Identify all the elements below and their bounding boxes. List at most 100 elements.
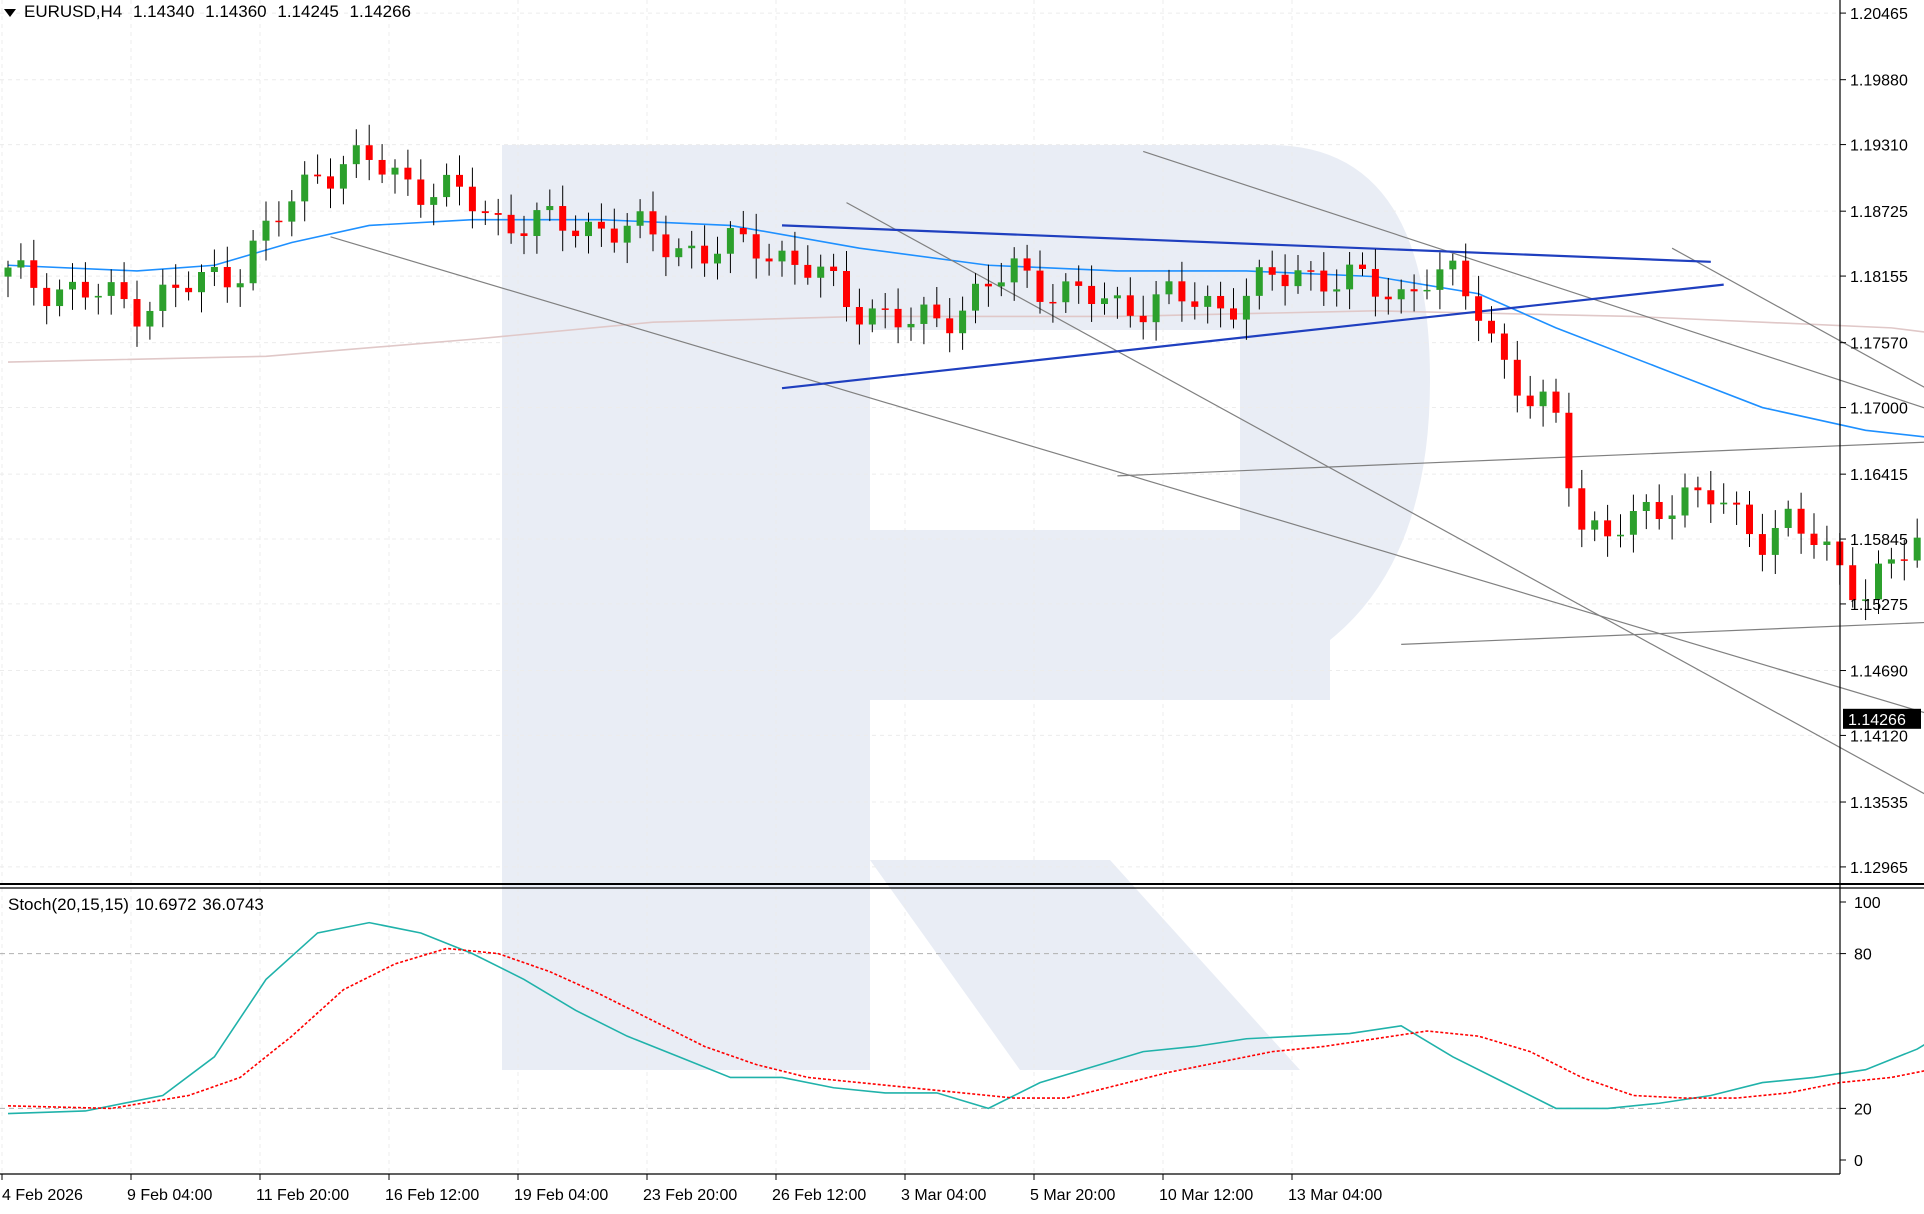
bull-candle [714, 253, 721, 264]
watermark-r-leg [870, 860, 1300, 1070]
bull-candle [94, 295, 102, 298]
bull-candle [1062, 281, 1070, 303]
bear-candle [1371, 268, 1379, 297]
time-tick-label: 4 Feb 2026 [2, 1187, 83, 1204]
watermark-logo [502, 145, 1430, 1070]
bull-candle [210, 266, 218, 273]
stoch-tick-label: 100 [1854, 895, 1881, 912]
trendline [1401, 621, 1924, 645]
low-value: 1.14245 [277, 2, 339, 21]
bear-candle [30, 260, 38, 288]
trendline [1671, 247, 1924, 388]
bear-candle [1578, 488, 1586, 530]
bull-candle [1449, 260, 1457, 270]
close-value: 1.14266 [349, 2, 411, 21]
bear-candle [185, 287, 193, 293]
bear-candle [327, 176, 334, 189]
bear-candle [1359, 264, 1366, 269]
bear-candle [378, 159, 386, 175]
bear-candle [1268, 267, 1276, 275]
bear-candle [1488, 320, 1495, 334]
bull-candle [198, 272, 205, 293]
dropdown-triangle-icon[interactable] [4, 8, 16, 17]
bear-candle [1707, 490, 1715, 505]
time-tick-label: 16 Feb 12:00 [385, 1187, 479, 1204]
bear-candle [1075, 281, 1083, 286]
price-tick-label: 1.16415 [1850, 467, 1908, 484]
bull-candle [288, 201, 296, 222]
bull-candle [997, 282, 1005, 287]
bull-candle [56, 289, 64, 307]
bear-candle [172, 284, 180, 288]
bull-candle [1862, 599, 1870, 601]
price-tick-label: 1.17000 [1850, 401, 1908, 418]
symbol-label: EURUSD,H4 [24, 2, 123, 21]
price-tick-label: 1.19880 [1850, 73, 1908, 90]
bull-candle [546, 206, 554, 211]
time-tick-label: 26 Feb 12:00 [772, 1187, 866, 1204]
price-tick-label: 1.18725 [1850, 204, 1908, 221]
current-price-label: 1.14266 [1848, 712, 1906, 729]
bull-candle [430, 197, 438, 205]
price-tick-label: 1.14120 [1850, 728, 1908, 745]
price-tick-label: 1.18155 [1850, 269, 1908, 286]
bear-candle [404, 167, 412, 180]
bear-candle [830, 266, 838, 271]
price-tick-label: 1.19310 [1850, 138, 1908, 155]
bull-candle [868, 308, 876, 325]
bull-candle [1629, 511, 1637, 535]
bear-candle [1694, 487, 1702, 491]
bear-candle [1139, 315, 1147, 323]
bear-candle [765, 258, 773, 262]
stoch-tick-label: 80 [1854, 947, 1872, 964]
bear-candle [1475, 296, 1483, 321]
bull-candle [1913, 537, 1921, 561]
bull-candle [1242, 295, 1250, 320]
bull-candle [636, 211, 644, 226]
bull-candle [1165, 281, 1173, 295]
bear-candle [494, 213, 502, 215]
bear-candle [275, 220, 283, 223]
bull-candle [1784, 508, 1792, 528]
bull-candle [1642, 501, 1650, 512]
bear-candle [1604, 520, 1612, 537]
bear-candle [649, 211, 657, 235]
bull-candle [1771, 527, 1779, 555]
bear-candle [1320, 270, 1328, 292]
bull-candle [1010, 258, 1018, 283]
bear-candle [1552, 391, 1560, 413]
open-value: 1.14340 [132, 2, 195, 21]
bear-candle [520, 233, 528, 236]
bear-candle [1023, 258, 1031, 271]
bull-candle [1113, 295, 1121, 299]
bull-candle [688, 245, 696, 249]
bull-candle [1887, 559, 1895, 564]
bear-candle [1462, 260, 1470, 297]
bear-candle [1088, 285, 1096, 305]
bear-candle [1513, 359, 1521, 396]
price-tick-label: 1.15275 [1850, 597, 1908, 614]
stoch-main-value: 10.6972 [134, 895, 197, 914]
bear-candle [1500, 333, 1508, 360]
bear-candle [855, 307, 863, 325]
bear-candle [739, 228, 747, 235]
time-tick-label: 19 Feb 04:00 [514, 1187, 608, 1204]
bear-candle [894, 308, 902, 328]
bear-candle [481, 211, 489, 214]
price-tick-label: 1.14690 [1850, 664, 1908, 681]
trendline [1143, 150, 1924, 409]
time-tick-label: 3 Mar 04:00 [901, 1187, 986, 1204]
ma-fast-line [7, 218, 1924, 438]
time-tick-label: 5 Mar 20:00 [1030, 1187, 1115, 1204]
bear-candle [752, 234, 760, 259]
bear-candle [559, 206, 567, 231]
bear-candle [597, 221, 605, 229]
bull-candle [146, 310, 154, 327]
bear-candle [881, 308, 889, 310]
bull-candle [339, 164, 347, 189]
bull-candle [69, 281, 76, 290]
bull-candle [1436, 269, 1444, 290]
bull-candle [778, 250, 786, 262]
bull-candle [1681, 487, 1689, 516]
